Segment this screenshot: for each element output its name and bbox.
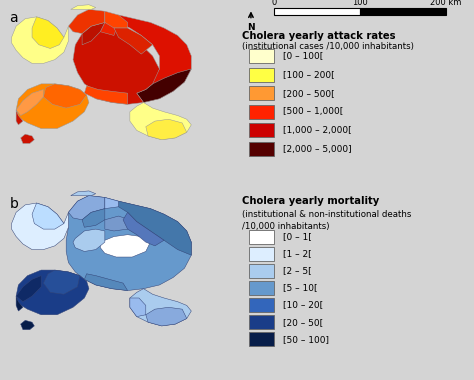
Bar — [248, 105, 274, 119]
Polygon shape — [21, 320, 34, 330]
Polygon shape — [44, 270, 80, 294]
Polygon shape — [68, 196, 105, 220]
Bar — [248, 315, 274, 329]
Polygon shape — [146, 119, 187, 140]
Polygon shape — [82, 209, 105, 227]
Polygon shape — [16, 89, 44, 116]
Text: [2 – 5[: [2 – 5[ — [283, 266, 312, 276]
Polygon shape — [73, 229, 105, 252]
Polygon shape — [105, 11, 128, 28]
Bar — [248, 230, 274, 244]
Bar — [360, 8, 446, 15]
Polygon shape — [16, 276, 41, 302]
Polygon shape — [11, 17, 68, 63]
Text: [200 – 500[: [200 – 500[ — [283, 89, 335, 98]
Polygon shape — [32, 203, 64, 229]
Text: [10 – 20[: [10 – 20[ — [283, 301, 324, 310]
Text: a: a — [9, 11, 18, 25]
Bar — [248, 247, 274, 261]
Text: Cholera yearly attack rates: Cholera yearly attack rates — [242, 31, 395, 41]
Polygon shape — [16, 270, 89, 315]
Polygon shape — [44, 84, 87, 108]
Bar — [248, 332, 274, 346]
Polygon shape — [84, 86, 128, 104]
Polygon shape — [71, 191, 96, 196]
Text: [100 – 200[: [100 – 200[ — [283, 70, 335, 79]
Text: /10,000 inhabitants): /10,000 inhabitants) — [242, 222, 329, 231]
Polygon shape — [16, 110, 23, 125]
Polygon shape — [123, 212, 164, 246]
Polygon shape — [68, 10, 105, 33]
Polygon shape — [130, 298, 146, 317]
Polygon shape — [130, 289, 191, 326]
Text: 0: 0 — [272, 0, 277, 6]
Bar — [248, 124, 274, 138]
Polygon shape — [105, 198, 118, 209]
Text: (institutional & non-institutional deaths: (institutional & non-institutional death… — [242, 209, 411, 218]
Polygon shape — [66, 196, 191, 291]
Bar — [248, 264, 274, 278]
Polygon shape — [11, 203, 68, 250]
Polygon shape — [32, 17, 64, 49]
Bar — [248, 86, 274, 100]
Polygon shape — [146, 307, 187, 326]
Polygon shape — [73, 22, 159, 105]
Polygon shape — [118, 15, 191, 103]
Text: b: b — [9, 198, 18, 211]
Bar — [248, 298, 274, 312]
Bar — [248, 281, 274, 295]
Polygon shape — [16, 84, 89, 128]
Text: [1,000 – 2,000[: [1,000 – 2,000[ — [283, 126, 352, 135]
Polygon shape — [21, 134, 34, 143]
Bar — [248, 142, 274, 156]
Polygon shape — [105, 216, 137, 231]
Polygon shape — [71, 5, 96, 10]
Text: N: N — [247, 23, 255, 32]
Polygon shape — [100, 235, 150, 257]
Polygon shape — [100, 22, 118, 35]
Text: [500 – 1,000[: [500 – 1,000[ — [283, 107, 344, 116]
Text: 100: 100 — [352, 0, 368, 6]
Bar — [248, 68, 274, 82]
Polygon shape — [84, 274, 128, 291]
Text: [50 – 100]: [50 – 100] — [283, 335, 329, 344]
Text: [5 – 10[: [5 – 10[ — [283, 283, 318, 293]
Bar — [274, 8, 360, 15]
Text: [20 – 50[: [20 – 50[ — [283, 318, 324, 327]
Polygon shape — [114, 28, 153, 54]
Text: [2,000 – 5,000]: [2,000 – 5,000] — [283, 144, 352, 154]
Polygon shape — [118, 201, 191, 255]
Text: 200 km: 200 km — [430, 0, 462, 6]
Text: [1 – 2[: [1 – 2[ — [283, 249, 312, 258]
Text: Cholera yearly mortality: Cholera yearly mortality — [242, 196, 379, 206]
Polygon shape — [137, 69, 191, 103]
Text: (institutional cases /10,000 inhabitants): (institutional cases /10,000 inhabitants… — [242, 42, 413, 51]
Bar — [248, 49, 274, 63]
Polygon shape — [16, 296, 23, 311]
Text: [0 – 1[: [0 – 1[ — [283, 232, 312, 241]
Polygon shape — [130, 103, 191, 140]
Text: [0 – 100[: [0 – 100[ — [283, 51, 324, 60]
Polygon shape — [82, 22, 105, 45]
